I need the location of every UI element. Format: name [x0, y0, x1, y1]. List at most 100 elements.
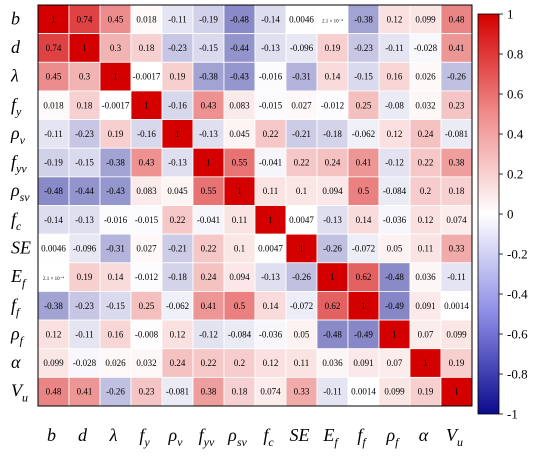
- heatmap-cell-label: -0.44: [75, 186, 94, 196]
- heatmap-cell: [192, 319, 225, 350]
- heatmap-cell-label: -0.012: [321, 100, 344, 110]
- heatmap-cell-label: 1: [113, 72, 118, 82]
- heatmap-cell: [316, 205, 349, 235]
- x-tick-label: d: [78, 425, 88, 445]
- heatmap-cell: [68, 4, 101, 35]
- heatmap-cell-label: -0.036: [259, 329, 283, 339]
- y-tick-label: ρsv: [10, 180, 30, 204]
- heatmap-cell-label: 1: [268, 215, 273, 225]
- heatmap-cell: [440, 376, 473, 407]
- heatmap-cell: [409, 90, 442, 120]
- heatmap-cell-label: 0.1: [234, 243, 245, 253]
- heatmap-cell: [440, 233, 473, 264]
- colorbar-gradient: [477, 13, 500, 415]
- heatmap-cell-label: 0.14: [356, 215, 372, 225]
- heatmap-cell-label: 0.38: [201, 387, 217, 397]
- heatmap-cell: [192, 33, 225, 63]
- y-tick-label: Vu: [11, 381, 28, 405]
- heatmap-cell: [378, 147, 411, 178]
- x-tick-label: ρv: [168, 425, 184, 449]
- heatmap-cell: [347, 233, 380, 264]
- heatmap-cell-label: 0.22: [294, 158, 310, 168]
- heatmap-cell: [254, 61, 287, 92]
- heatmap-cell-label: -0.18: [323, 129, 342, 139]
- heatmap-cell-label: 0.099: [43, 358, 64, 368]
- heatmap-cell-label: -0.096: [73, 243, 97, 253]
- heatmap-cell-label: 0.12: [418, 215, 434, 225]
- heatmap-cell-label: -0.23: [354, 43, 373, 53]
- heatmap-cell: [223, 376, 256, 407]
- heatmap-cell: [409, 176, 442, 206]
- y-tick-label: ρf: [10, 323, 25, 347]
- heatmap-cell: [161, 348, 194, 378]
- heatmap-cell: [440, 176, 473, 206]
- heatmap-cell: [192, 90, 225, 120]
- colorbar: [477, 13, 500, 415]
- heatmap-cell-label: 1: [237, 186, 242, 196]
- heatmap-cell: [99, 90, 132, 120]
- heatmap-cell-label: -0.19: [199, 14, 218, 24]
- heatmap-cell-label: 0.24: [201, 272, 217, 282]
- heatmap-cell: [316, 4, 349, 35]
- colorbar-tick-label: 0: [507, 207, 514, 222]
- x-tick-label: ff: [357, 425, 367, 449]
- heatmap-cell-label: 1: [299, 243, 304, 253]
- heatmap-cell-label: 0.2: [234, 358, 245, 368]
- colorbar-tick-label: -1: [507, 407, 518, 422]
- heatmap-cell-label: 0.45: [108, 14, 124, 24]
- heatmap-cell: [192, 4, 225, 35]
- heatmap-cell-label: -0.14: [261, 14, 280, 24]
- heatmap-cell-label: 0.11: [418, 243, 433, 253]
- heatmap-cell: [409, 33, 442, 63]
- heatmap-cell-label: -0.48: [44, 186, 63, 196]
- heatmap-cell-label: -0.11: [323, 387, 341, 397]
- y-tick-label: ff: [11, 295, 21, 319]
- heatmap-cell: [223, 205, 256, 235]
- heatmap-cell: [409, 262, 442, 292]
- heatmap-cell-label: 0.074: [260, 387, 281, 397]
- heatmap-cell: [192, 376, 225, 407]
- heatmap-cell-label: -0.016: [104, 215, 128, 225]
- heatmap-cell-label: 0.23: [139, 387, 155, 397]
- heatmap-cell-label: 0.027: [136, 243, 157, 253]
- y-tick-label: fy: [11, 94, 22, 118]
- y-axis-tick-labels: bdλ fy ρv fyv ρsv fc SE Ef ff ρf α Vu: [10, 8, 31, 404]
- heatmap-cell: [99, 119, 132, 149]
- heatmap-cell-label: 1: [82, 43, 87, 53]
- heatmap-cell-label: -0.49: [354, 329, 373, 339]
- heatmap-cell: [378, 319, 411, 350]
- heatmap-cell-label: -0.18: [168, 272, 187, 282]
- heatmap-cell-label: 0.05: [387, 243, 403, 253]
- heatmap-cell-label: 0.43: [201, 100, 217, 110]
- heatmap-cell: [130, 90, 163, 120]
- y-tick-label: fc: [11, 209, 22, 233]
- heatmap-cell: [161, 33, 194, 63]
- heatmap-cell-label: -0.028: [73, 358, 97, 368]
- heatmap-cell-label: -0.0017: [102, 100, 130, 110]
- heatmap-cell-label: 0.07: [418, 329, 434, 339]
- heatmap-cell-label: -0.26: [292, 272, 311, 282]
- heatmap-cell: [254, 4, 287, 35]
- heatmap-cell: [99, 176, 132, 206]
- colorbar-tick-label: -0.2: [507, 247, 528, 262]
- heatmap-cell-label: 1: [144, 100, 149, 110]
- x-tick-label: fy: [139, 425, 150, 449]
- heatmap-cell-label: 0.19: [170, 72, 186, 82]
- heatmap-cell-label: 0.14: [263, 301, 279, 311]
- heatmap-cell-label: 0.083: [229, 100, 250, 110]
- heatmap-cell: [347, 348, 380, 378]
- heatmap-cell-label: -0.015: [135, 215, 159, 225]
- heatmap-cell-label: -0.44: [230, 43, 249, 53]
- heatmap-cell-label: 0.19: [108, 129, 124, 139]
- heatmap-cell-label: 0.091: [353, 358, 373, 368]
- heatmap-cell-label: 0.05: [294, 329, 310, 339]
- heatmap-cell: [285, 61, 318, 92]
- heatmap-cell-label: 0.026: [415, 72, 436, 82]
- heatmap-cell: [347, 147, 380, 178]
- heatmap-cell-label: 0.25: [356, 100, 372, 110]
- heatmap-cell-label: -0.26: [106, 387, 125, 397]
- heatmap-cell-label: -0.072: [352, 243, 375, 253]
- heatmap-cell-label: -0.16: [168, 100, 187, 110]
- y-tick-label: fyv: [11, 152, 27, 176]
- heatmap-cell-label: -0.072: [290, 301, 313, 311]
